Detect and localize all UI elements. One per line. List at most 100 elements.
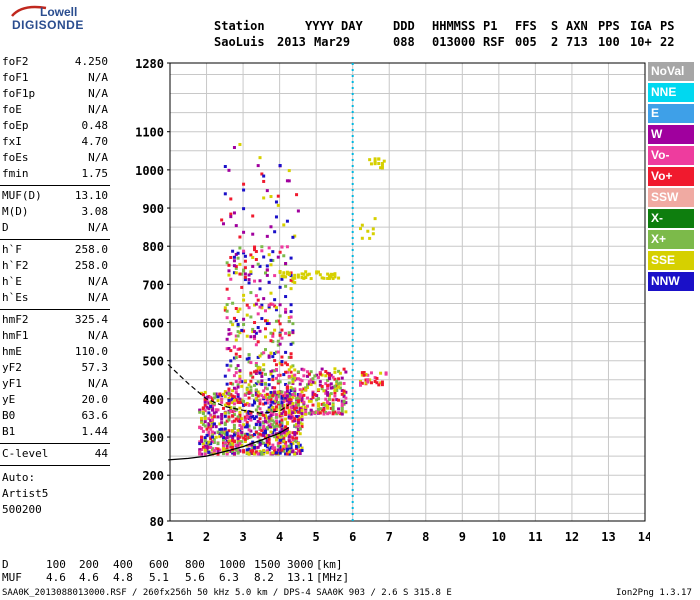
echo-point (242, 323, 246, 327)
header-value: RSF (483, 35, 505, 49)
header-value: SaoLuis (214, 35, 265, 49)
echo-point (300, 272, 304, 276)
echo-point (236, 400, 240, 404)
echo-point (326, 386, 330, 390)
echo-point (320, 373, 324, 377)
echo-point (269, 331, 273, 335)
echo-point (232, 419, 236, 423)
echo-point (296, 400, 300, 404)
echo-point (273, 448, 277, 452)
x-tick-label: 9 (459, 530, 466, 544)
echo-point (258, 449, 262, 453)
echo-point (333, 391, 337, 395)
echo-point (218, 448, 222, 452)
echo-point (315, 271, 319, 275)
echo-point (333, 394, 337, 398)
echo-point (245, 410, 249, 414)
legend-item-e: E (648, 104, 694, 123)
param-value: N/A (88, 103, 108, 116)
echo-point (360, 371, 364, 375)
header-label: PS (660, 19, 675, 33)
echo-point (306, 374, 310, 378)
echo-point (360, 381, 364, 385)
echo-point (247, 278, 251, 282)
echo-point (234, 307, 238, 311)
echo-point (269, 430, 273, 434)
echo-point (251, 434, 255, 438)
echo-point (238, 428, 242, 432)
x-tick-label: 13 (601, 530, 615, 544)
echo-point (227, 273, 231, 277)
echo-point (307, 372, 311, 376)
param-row: yE 20.0 (2, 393, 108, 409)
echo-point (318, 411, 322, 415)
echo-point (296, 441, 300, 445)
echo-point (313, 410, 317, 414)
echo-point (238, 272, 242, 276)
echo-point (267, 377, 271, 381)
echo-point (342, 367, 346, 371)
echo-point (200, 391, 204, 395)
echo-point (300, 367, 304, 371)
echo-point (333, 370, 337, 374)
echo-point (247, 383, 251, 387)
echo-point (264, 443, 267, 447)
echo-point (293, 387, 297, 391)
header-label: HHMMSS (432, 19, 476, 33)
echo-point (280, 421, 284, 425)
echo-point (238, 397, 242, 401)
echo-point (331, 375, 335, 379)
echo-point (335, 381, 339, 385)
echo-point (271, 386, 275, 390)
echo-point (302, 276, 306, 280)
echo-point (205, 440, 209, 444)
echo-point (234, 380, 238, 384)
echo-point (309, 383, 313, 387)
echo-point (227, 398, 231, 402)
echo-point (236, 443, 240, 447)
muf-value: 13.1 (287, 571, 314, 584)
echo-point (245, 388, 249, 392)
echo-point (291, 330, 295, 334)
echo-point (236, 428, 240, 432)
y-tick-label: 400 (142, 393, 164, 407)
echo-point (316, 410, 320, 414)
echo-point (247, 452, 251, 456)
echo-point (253, 370, 257, 374)
echo-point (300, 412, 304, 416)
echo-point (238, 440, 242, 444)
echo-point (322, 401, 326, 405)
echo-point (262, 363, 266, 367)
echo-point (232, 386, 236, 390)
echo-point (289, 415, 293, 419)
echo-point (302, 272, 306, 276)
echo-point (221, 436, 225, 440)
echo-point (221, 392, 225, 396)
echo-point (316, 407, 320, 411)
param-name: B1 (2, 425, 16, 438)
echo-point (262, 389, 266, 393)
echo-point (293, 373, 297, 377)
param-row: hmF1 N/A (2, 329, 108, 345)
echo-point (329, 275, 333, 279)
echo-point (249, 451, 253, 455)
echo-point (238, 420, 242, 424)
echo-point (245, 313, 249, 317)
echo-point (229, 442, 233, 446)
echo-point (262, 431, 266, 435)
echo-point (229, 381, 233, 385)
echo-point (254, 302, 258, 306)
echo-point (251, 327, 255, 331)
echo-point (232, 433, 236, 437)
echo-point (285, 430, 289, 434)
echo-point (278, 361, 282, 365)
param-name: B0 (2, 409, 16, 422)
echo-point (245, 432, 249, 436)
echo-point (243, 254, 247, 258)
y-tick-label: 900 (142, 202, 164, 216)
param-name: hmF1 (2, 329, 29, 342)
echo-point (221, 431, 225, 435)
param-name: foEp (2, 119, 29, 132)
echo-point (225, 303, 229, 307)
echo-point (238, 331, 242, 335)
